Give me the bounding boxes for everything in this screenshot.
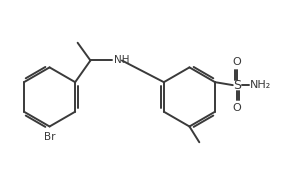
Text: Br: Br [44,132,55,142]
Text: NH₂: NH₂ [249,80,271,90]
Text: O: O [232,57,241,67]
Text: S: S [233,79,241,92]
Text: O: O [232,103,241,113]
Text: NH: NH [114,55,129,65]
